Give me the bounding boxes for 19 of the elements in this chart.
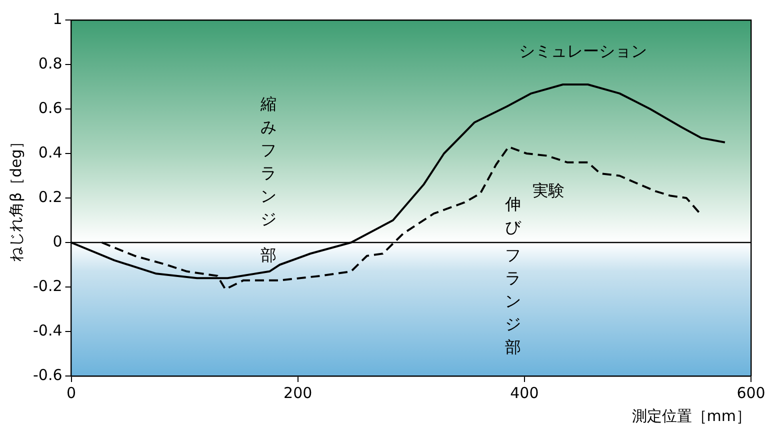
y-tick-label: 1: [52, 10, 62, 28]
y-tick-label: -0.6: [32, 366, 62, 384]
annotation: 伸びフランジ部: [504, 194, 522, 357]
x-tick-label: 0: [66, 384, 76, 402]
series-label: 実験: [532, 180, 565, 200]
y-tick-label: 0.4: [38, 143, 62, 162]
y-tick-label: -0.2: [32, 276, 62, 295]
y-tick-label: 0.8: [38, 54, 62, 72]
y-tick-label: 0.6: [38, 98, 62, 117]
y-tick-label: 0: [52, 232, 62, 250]
x-axis-title: 測定位置［mm］: [632, 406, 751, 425]
y-tick-label: -0.4: [32, 321, 62, 340]
y-axis-title: ねじれ角β［deg］: [6, 134, 25, 262]
annotation: 縮みフランジ部: [259, 94, 276, 265]
y-tick-label: 0.2: [38, 188, 62, 206]
x-tick-label: 200: [284, 384, 312, 402]
text: シミュレーション: [518, 42, 647, 61]
x-tick-label: 400: [510, 384, 539, 402]
x-tick-label: 600: [736, 384, 766, 402]
